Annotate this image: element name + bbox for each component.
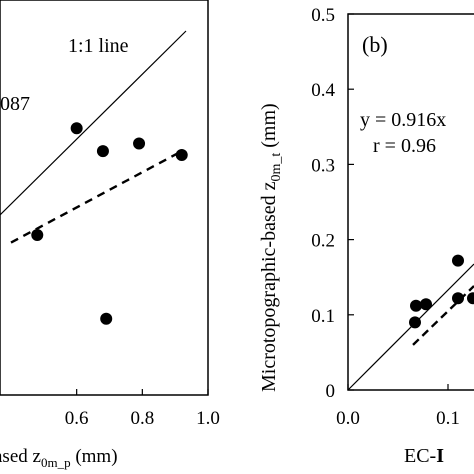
panel-b-point [410,299,422,312]
panel-b-label: (b) [362,32,388,57]
panel-b-point [409,316,421,329]
panel-b-y-axis-label: Microtopographic-based z0m_t (mm) [258,103,284,392]
panel-a-x-tick-label: 0.8 [130,408,154,429]
panel-b-points [409,254,474,329]
panel-b-x-ticks: 0.0 0.1 [336,384,460,429]
panel-a-points [31,122,188,325]
panel-a-x-axis-label-unit: (mm) [71,446,118,467]
panel-b-point [452,292,464,305]
panel-a-annotation: 087 [0,93,30,115]
panel-b-x-axis-label: EC-I [404,445,444,467]
panel-b-y-tick-label: 0.5 [311,5,335,26]
panel-b-x-axis-label-main: EC- [404,445,436,467]
panel-b-x-tick-label: 0.0 [336,408,360,429]
panel-b-r-value: r = 0.96 [373,135,436,157]
panel-b-y-axis-label-sub: 0m_t [269,153,284,182]
panel-b-one-to-one-line [347,263,474,391]
panel-b-point [420,298,432,311]
panel-a-x-axis-label-sub: 0m_p [41,455,71,470]
panel-b-y-tick-label: 0 [326,381,336,402]
panel-b: (b) y = 0.916x r = 0.96 0.0 0.1 0 0.1 0.2 0.… [258,5,474,467]
panel-a-one-to-one-line [0,30,187,216]
panel-b-y-axis-label-main: Microtopographic-based z [258,181,280,392]
panel-b-frame [347,13,474,391]
panel-a-x-tick-label: 0.6 [65,408,89,429]
panel-a-point [96,145,109,158]
panel-a-point [100,312,113,325]
panel-a-point [133,137,146,150]
panel-b-y-tick-label: 0.1 [311,306,335,327]
panel-b-x-tick-label: 0.1 [436,408,460,429]
panel-b-y-axis-label-unit: (mm) [258,103,280,152]
panel-a-frame [0,0,209,396]
panel-a-x-axis-label: ased z0m_p (mm) [0,446,118,470]
panel-b-y-tick-label: 0.3 [311,155,335,176]
panel-a-point [31,228,44,241]
panel-b-fit-line [412,285,474,346]
panel-a-x-tick-label: 1.0 [196,408,220,429]
panel-b-point [452,254,464,267]
panel-b-y-ticks: 0 0.1 0.2 0.3 0.4 0.5 [311,5,354,402]
panel-a-fit-line [10,150,183,244]
panel-b-equation: y = 0.916x [360,109,446,131]
panel-a-one-to-one-label: 1:1 line [68,35,129,57]
panel-b-x-axis-label-bold: I [436,445,444,467]
panel-a: 1:1 line 087 0.6 0.8 1.0 ased z0m_p (mm) [0,0,220,470]
panel-a-x-axis-label-main: ased z [0,446,41,467]
panel-a-point [70,122,83,135]
panel-a-x-ticks: 0.6 0.8 1.0 [65,389,220,429]
panel-b-y-tick-label: 0.2 [311,231,335,252]
panel-b-point [467,292,474,305]
panel-a-point [175,148,188,161]
panel-b-y-tick-label: 0.4 [311,80,335,101]
